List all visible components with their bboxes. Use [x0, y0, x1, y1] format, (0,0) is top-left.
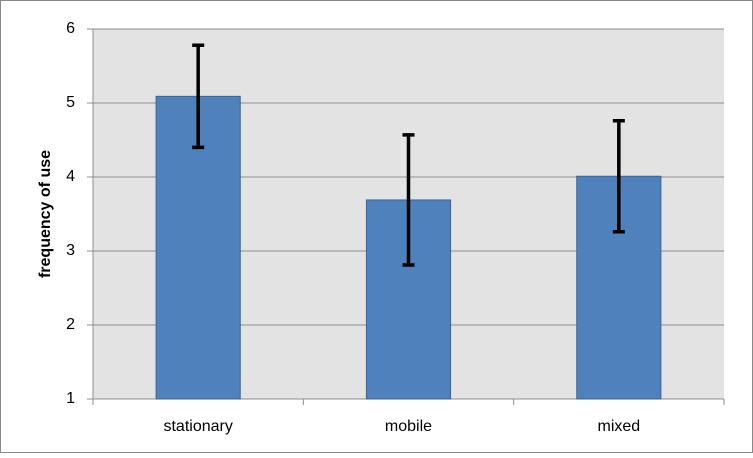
- y-tick-label: 1: [66, 390, 75, 407]
- y-tick-label: 2: [66, 316, 75, 333]
- error-bar: [402, 133, 415, 267]
- x-tick-label: mobile: [385, 418, 432, 435]
- y-tick-label: 5: [66, 94, 75, 111]
- x-tick-label: mixed: [597, 418, 640, 435]
- error-bar: [192, 43, 205, 150]
- error-bar: [612, 119, 625, 234]
- y-tick-label: 3: [66, 242, 75, 259]
- y-axis-label: frequency of use: [37, 150, 54, 278]
- y-tick-label: 4: [66, 168, 75, 185]
- x-tick-label: stationary: [163, 418, 232, 435]
- y-tick-label: 6: [66, 20, 75, 37]
